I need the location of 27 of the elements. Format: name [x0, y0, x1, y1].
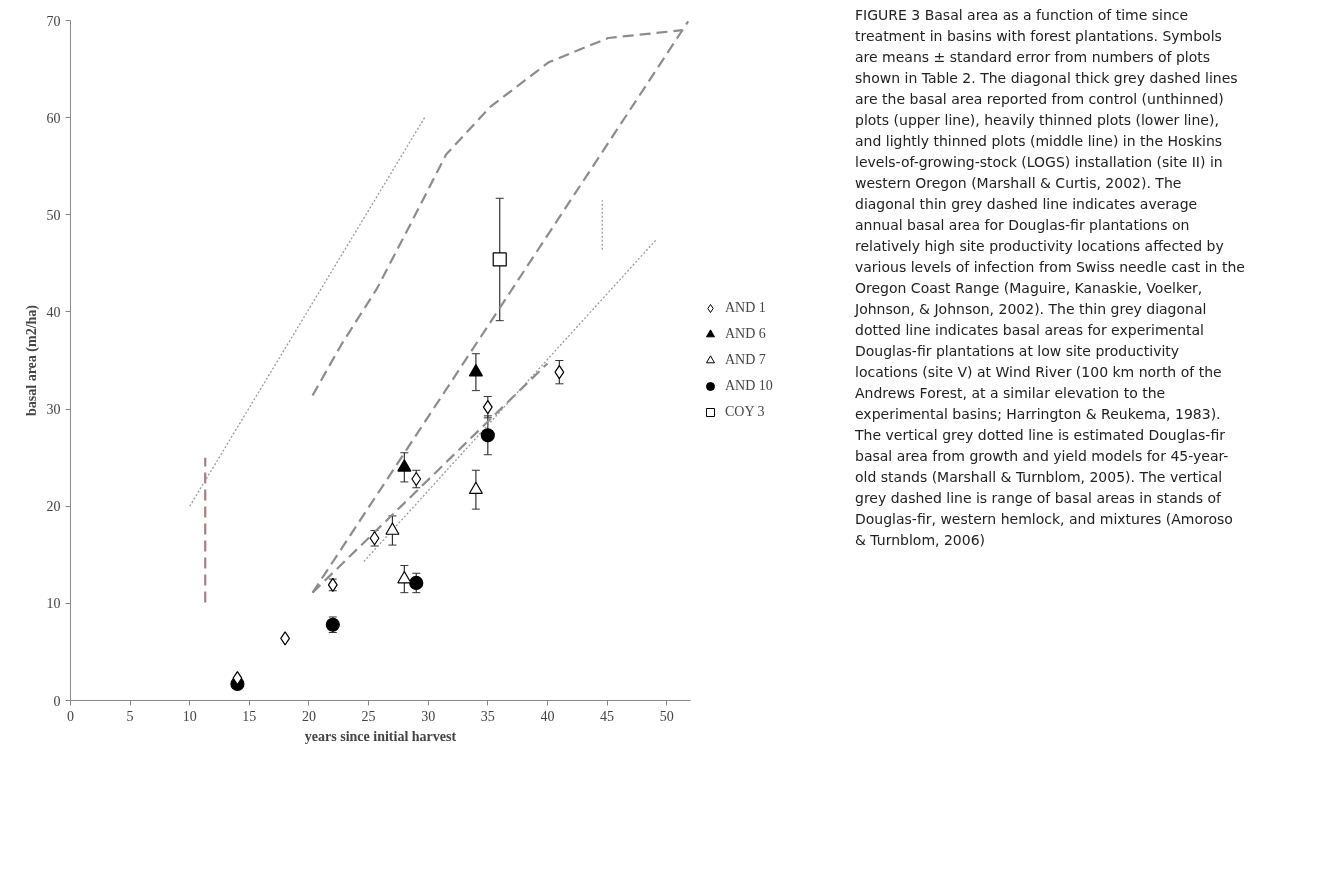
x-tick-label: 50 — [659, 708, 674, 724]
y-tick-label: 10 — [46, 596, 61, 612]
x-tick-label: 35 — [480, 708, 495, 724]
legend-label: AND 1 — [725, 300, 766, 316]
y-tick-label: 20 — [46, 499, 61, 515]
legend-label: COY 3 — [725, 404, 765, 420]
x-axis-title: years since initial harvest — [304, 728, 457, 744]
x-tick-label: 10 — [182, 708, 197, 724]
y-tick-label: 0 — [53, 693, 61, 709]
y-tick-label: 40 — [46, 304, 61, 320]
x-tick-label: 45 — [600, 708, 615, 724]
y-axis-title: basal area (m2/ha) — [23, 304, 40, 416]
x-tick-label: 40 — [540, 708, 555, 724]
x-tick-label: 5 — [126, 708, 134, 724]
y-tick-label: 70 — [46, 13, 61, 29]
legend-label: AND 7 — [725, 352, 766, 368]
x-tick-label: 0 — [67, 708, 74, 724]
y-tick-label: 50 — [46, 207, 61, 223]
x-tick-label: 25 — [361, 708, 376, 724]
x-tick-label: 15 — [242, 708, 257, 724]
x-tick-label: 30 — [421, 708, 436, 724]
legend-label: AND 6 — [725, 326, 766, 342]
legend-label: AND 10 — [725, 378, 773, 394]
text: FIGURE 3 Basal area as a function of time since treatment in basins with forest plantations. Symbols are means ± standard error from numbers of plots shown in Table 2. The diagonal thick grey dashed lines are the basal area reported from control (unthinned) plots (upper line), heavily thinned plots (lower line), and lightly thinned plots (middle line) in the Hoskins levels-of-growing-stock (LOGS) installation (site II) in western Oregon (Marshall & Curtis, 2002). The diagonal thin grey dashed line indicates average annual basal area for Douglas-fir plantations on relatively high site productivity locations affected by various levels of infection from Swiss needle cast in the Oregon Coast Range (Maguire, Kanaskie, Voelker, Johnson, & Johnson, 2002). The thin grey diagonal dotted line indicates basal areas for experimental Douglas-fir plantations at low site productivity locations (site V) at Wind River (100 km north of the Andrews Forest, at a similar elevation to the experimental basins; Harrington & Reukema, 1983). The vertical grey dotted line is estimated Douglas-fir basal area from growth and yield models for 45-year-old stands (Marshall & Turnblom, 2005). The vertical grey dashed line is range of basal areas in stands of Douglas-fir, western hemlock, and mixtures (Amoroso & Turnblom, 2006) — [855, 7, 1245, 548]
y-tick-label: 60 — [46, 110, 61, 126]
x-tick-label: 20 — [301, 708, 316, 724]
y-tick-label: 30 — [46, 402, 61, 418]
